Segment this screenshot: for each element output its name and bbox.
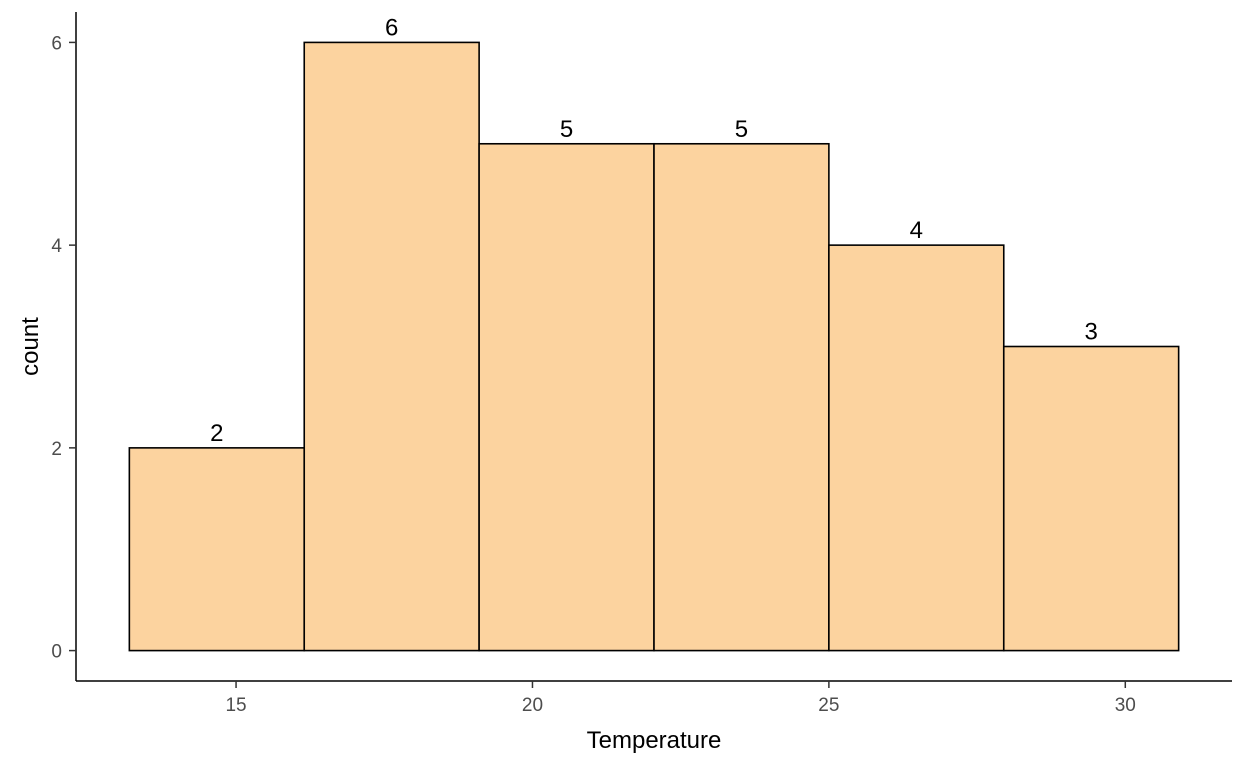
bar-count-label-3: 5 [560,116,573,143]
x-tick-label-15: 15 [225,695,246,716]
histogram-bar-3 [478,142,655,652]
x-axis-title: Temperature [587,727,722,754]
bar-count-label-6: 3 [1085,319,1098,346]
y-tick-label-0: 0 [51,642,62,663]
y-axis-title: count [17,317,44,376]
histogram-bar-4 [653,142,830,652]
x-axis-ticks: 15 20 25 30 [225,681,1136,716]
x-tick-label-30: 30 [1115,695,1136,716]
histogram-bar-2 [303,41,480,652]
y-tick-label-6: 6 [51,33,62,54]
y-tick-label-4: 4 [51,236,62,257]
histogram-bar-5 [828,244,1005,652]
bar-count-label-4: 5 [735,116,748,143]
bars-layer [128,41,1180,652]
bar-count-label-1: 2 [210,420,223,447]
x-tick-label-20: 20 [522,695,543,716]
x-tick-label-25: 25 [818,695,839,716]
bar-count-label-2: 6 [385,14,398,41]
histogram-bar-6 [1002,345,1180,652]
y-axis-ticks: 0 2 4 6 [51,33,76,663]
bar-labels-layer: 2 6 5 5 4 3 [210,14,1098,446]
histogram-bar-1 [128,447,306,652]
y-tick-label-2: 2 [51,439,62,460]
bar-count-label-5: 4 [910,217,923,244]
